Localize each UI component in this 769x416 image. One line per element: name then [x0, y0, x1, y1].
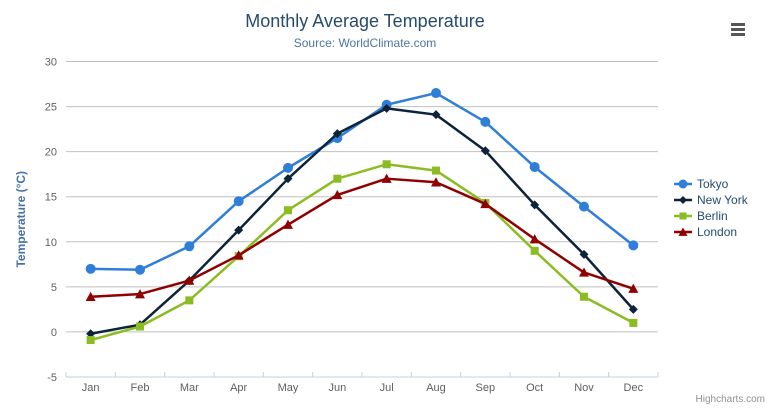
- svg-text:Nov: Nov: [574, 382, 594, 394]
- legend-item-berlin[interactable]: Berlin: [674, 208, 748, 224]
- svg-text:20: 20: [45, 147, 57, 159]
- legend-label-berlin: Berlin: [697, 209, 728, 223]
- legend-label-london: London: [697, 225, 738, 239]
- svg-text:Aug: Aug: [426, 382, 446, 394]
- svg-text:Apr: Apr: [230, 382, 247, 394]
- legend-item-london[interactable]: London: [674, 224, 748, 240]
- london-legend-marker-icon: [674, 227, 692, 236]
- svg-text:-5: -5: [47, 372, 57, 384]
- svg-text:Sep: Sep: [476, 382, 496, 394]
- svg-text:5: 5: [51, 282, 57, 294]
- svg-text:Jun: Jun: [328, 382, 346, 394]
- series-new-york[interactable]: [86, 103, 638, 339]
- chart-subtitle: Source: WorldClimate.com: [293, 36, 437, 50]
- svg-text:Mar: Mar: [180, 382, 199, 394]
- legend-item-new-york[interactable]: New York: [674, 192, 748, 208]
- svg-text:10: 10: [45, 237, 57, 249]
- y-axis-title: Temperature (°C): [14, 171, 28, 268]
- new-york-legend-marker-icon: [674, 196, 692, 204]
- svg-text:25: 25: [45, 102, 57, 114]
- y-axis-labels: -5 0 5 10 15 20 25 30: [45, 57, 57, 385]
- svg-text:15: 15: [45, 192, 57, 204]
- x-axis-labels: Jan Feb Mar Apr May Jun Jul Aug Sep Oct Nov Dec: [82, 382, 644, 394]
- x-axis: [65, 372, 659, 378]
- legend-label-new-york: New York: [697, 193, 748, 207]
- svg-text:0: 0: [51, 327, 57, 339]
- hamburger-icon: [731, 23, 745, 26]
- chart-title: Monthly Average Temperature: [245, 11, 485, 31]
- svg-text:May: May: [278, 382, 299, 394]
- series-tokyo[interactable]: [85, 88, 639, 275]
- legend-item-tokyo[interactable]: Tokyo: [674, 176, 748, 192]
- export-menu-button[interactable]: [731, 23, 747, 37]
- berlin-legend-marker-icon: [674, 212, 692, 220]
- hamburger-icon: [731, 28, 745, 31]
- svg-text:30: 30: [45, 57, 57, 69]
- svg-text:Jul: Jul: [380, 382, 394, 394]
- gridlines: [66, 61, 658, 333]
- highcharts-credits-link[interactable]: Highcharts.com: [695, 394, 765, 405]
- svg-text:Jan: Jan: [82, 382, 100, 394]
- hamburger-icon: [731, 33, 745, 36]
- legend-label-tokyo: Tokyo: [697, 177, 729, 191]
- svg-text:Feb: Feb: [131, 382, 150, 394]
- legend: Tokyo New York Berlin London: [674, 176, 748, 240]
- svg-text:Dec: Dec: [624, 382, 644, 394]
- series-london[interactable]: [85, 173, 639, 302]
- tokyo-legend-marker-icon: [674, 179, 692, 189]
- svg-text:Oct: Oct: [526, 382, 543, 394]
